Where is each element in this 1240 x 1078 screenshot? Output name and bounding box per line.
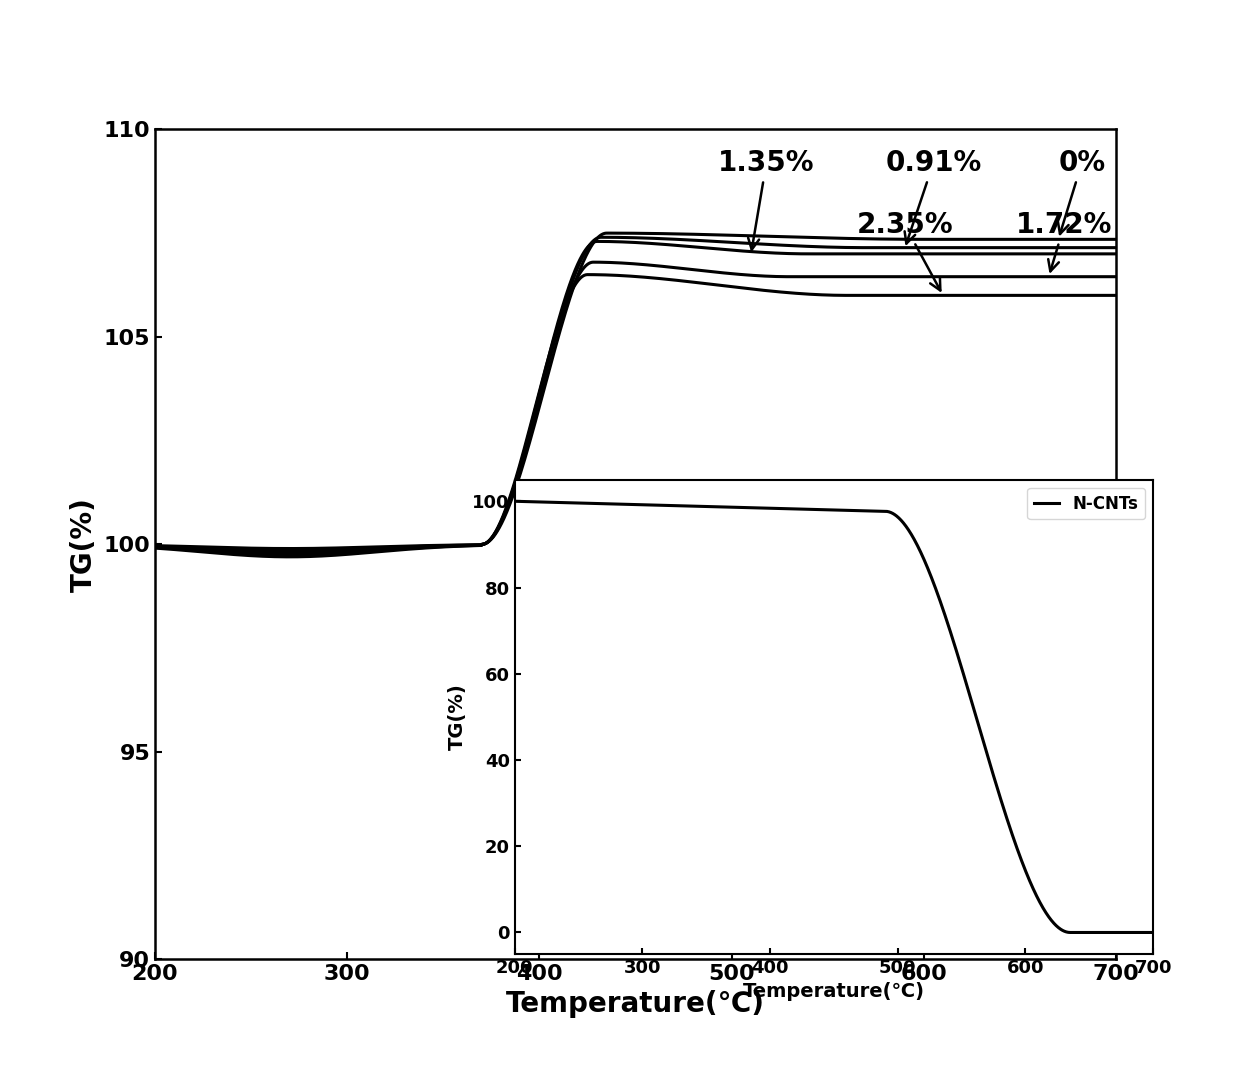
- Text: 1.35%: 1.35%: [718, 149, 815, 250]
- X-axis label: Temperature(℃): Temperature(℃): [506, 990, 765, 1018]
- Text: 0.91%: 0.91%: [885, 149, 982, 244]
- X-axis label: Temperature(℃): Temperature(℃): [743, 982, 925, 1001]
- Legend: N-CNTs: N-CNTs: [1027, 488, 1145, 520]
- Text: 0%: 0%: [1058, 149, 1106, 234]
- Text: 1.72%: 1.72%: [1016, 211, 1112, 272]
- Y-axis label: TG(%): TG(%): [69, 497, 98, 592]
- Text: 2.35%: 2.35%: [857, 211, 954, 290]
- Y-axis label: TG(%): TG(%): [448, 683, 466, 750]
